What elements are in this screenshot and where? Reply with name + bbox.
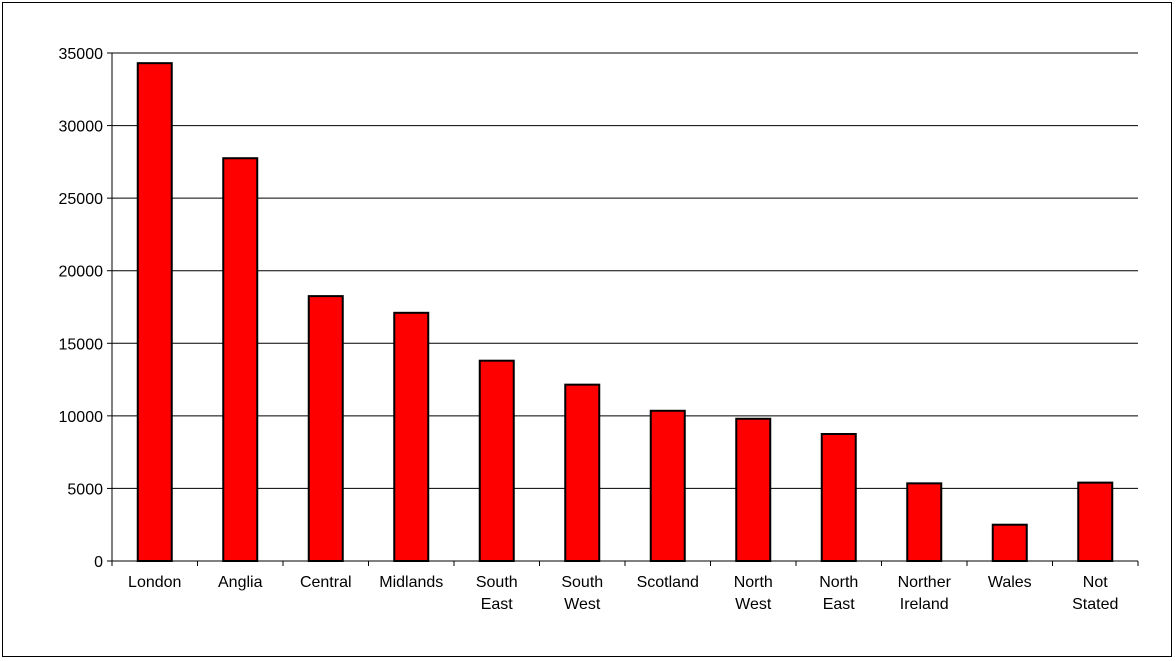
bar bbox=[820, 433, 857, 562]
bar bbox=[906, 482, 943, 562]
bar bbox=[478, 359, 515, 562]
bar bbox=[393, 311, 430, 563]
bar-chart: 0 5000 10000 15000 20000 25000 30000 35000 Londo… bbox=[59, 46, 1139, 613]
y-tick-label: 15000 bbox=[59, 336, 104, 353]
x-tick-label: Scotland bbox=[637, 574, 699, 591]
y-tick-label: 20000 bbox=[59, 264, 104, 281]
x-tick-label: London bbox=[128, 574, 181, 591]
x-tick-label: Anglia bbox=[218, 574, 263, 591]
bar bbox=[1077, 481, 1114, 563]
x-tick-label: Norther Ireland bbox=[898, 574, 952, 613]
x-tick-label: Central bbox=[300, 574, 352, 591]
x-tick-label: South East bbox=[476, 574, 518, 613]
y-tick-label: 10000 bbox=[59, 409, 104, 426]
y-tick-label: 35000 bbox=[59, 46, 104, 63]
bar bbox=[307, 295, 344, 562]
x-tick-label: South West bbox=[561, 574, 603, 613]
x-tick-label: North West bbox=[734, 574, 773, 613]
x-tick-label: Not Stated bbox=[1072, 574, 1118, 613]
y-tick-label: 0 bbox=[94, 554, 103, 571]
bar bbox=[222, 157, 259, 562]
y-tick-label: 5000 bbox=[67, 481, 103, 498]
x-tick-label: North East bbox=[819, 574, 858, 613]
bar bbox=[649, 409, 686, 562]
y-tick-label: 30000 bbox=[59, 119, 104, 136]
bar bbox=[991, 523, 1028, 563]
bar bbox=[136, 62, 173, 562]
x-tick-label: Midlands bbox=[379, 574, 443, 591]
bar bbox=[564, 383, 601, 562]
x-tick-label: Wales bbox=[988, 574, 1032, 591]
bar bbox=[735, 417, 772, 563]
y-tick-label: 25000 bbox=[59, 191, 104, 208]
